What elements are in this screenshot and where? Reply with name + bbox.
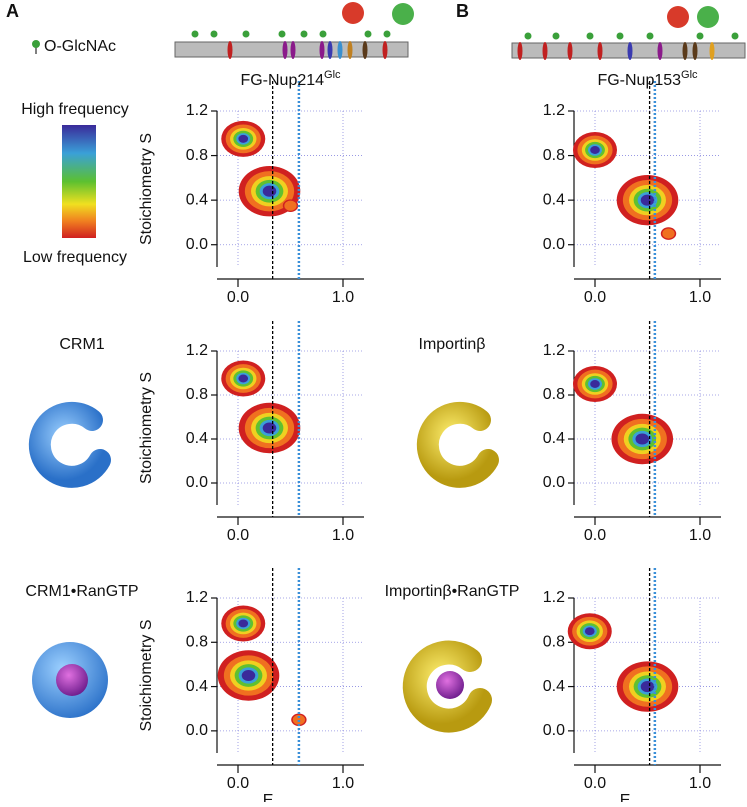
density-cluster xyxy=(616,174,679,226)
chart-title: FG-Nup214Glc xyxy=(240,69,341,89)
density-cluster xyxy=(221,360,266,397)
density-level xyxy=(238,374,249,383)
high-label: High frequency xyxy=(21,101,129,118)
density-level xyxy=(262,422,277,434)
y-tick-label: 1.2 xyxy=(543,102,565,119)
colorbar xyxy=(62,125,96,238)
y-tick-label: 0.4 xyxy=(543,430,565,447)
density-level xyxy=(635,433,650,445)
x-tick-label: 1.0 xyxy=(332,289,354,306)
condition-label: CRM1•RanGTP xyxy=(25,583,138,600)
panel-label: B xyxy=(456,1,469,21)
y-tick-label: 0.0 xyxy=(543,722,565,739)
y-tick-label: 0.8 xyxy=(186,386,208,403)
density-level xyxy=(640,681,655,693)
y-tick-label: 1.2 xyxy=(186,342,208,359)
sequence-153 xyxy=(511,6,746,60)
density-cluster xyxy=(291,713,307,727)
impb-cartoon xyxy=(416,401,499,488)
xlabel-main: E xyxy=(620,792,631,802)
density-level xyxy=(640,194,655,206)
density-level xyxy=(241,669,256,682)
density-level xyxy=(590,146,600,154)
y-tick-label: 0.0 xyxy=(186,236,208,253)
density-cluster xyxy=(611,413,674,465)
y-tick-label: 0.0 xyxy=(186,474,208,491)
density-cluster xyxy=(573,132,617,168)
density-level xyxy=(590,380,600,388)
x-axis-label: EFRET xyxy=(263,792,303,802)
x-tick-label: 1.0 xyxy=(689,775,711,792)
y-tick-label: 0.4 xyxy=(186,430,208,447)
low-label: Low frequency xyxy=(23,249,127,266)
y-axis-label: Stoichiometry S xyxy=(138,372,155,484)
y-tick-label: 0.8 xyxy=(186,634,208,651)
crm1-ran-cartoon xyxy=(32,642,108,718)
y-tick-label: 0.4 xyxy=(186,191,208,208)
x-tick-label: 1.0 xyxy=(689,289,711,306)
density-cluster xyxy=(616,661,679,712)
density-cluster xyxy=(573,366,617,402)
x-tick-label: 1.0 xyxy=(332,775,354,792)
impb-ran-cartoon xyxy=(402,640,492,733)
chart-title: FG-Nup153Glc xyxy=(597,69,698,89)
x-tick-label: 0.0 xyxy=(227,527,249,544)
density-level xyxy=(662,228,675,239)
density-cluster xyxy=(217,650,280,701)
y-tick-label: 1.2 xyxy=(186,589,208,606)
y-tick-label: 0.8 xyxy=(543,386,565,403)
glyco-legend: O-GlcNAc xyxy=(32,38,116,55)
density-level xyxy=(292,714,306,725)
x-tick-label: 0.0 xyxy=(227,775,249,792)
density-level xyxy=(584,627,595,636)
y-tick-label: 0.8 xyxy=(543,147,565,164)
y-tick-label: 0.0 xyxy=(543,474,565,491)
condition-label: CRM1 xyxy=(59,336,104,353)
condition-label: Importinβ•RanGTP xyxy=(385,583,520,600)
x-tick-label: 0.0 xyxy=(227,289,249,306)
panel-label: A xyxy=(6,1,19,21)
condition-label: Importinβ xyxy=(419,336,486,353)
x-tick-label: 0.0 xyxy=(584,527,606,544)
density-level xyxy=(284,200,297,211)
title-main: FG-Nup214 xyxy=(240,72,324,89)
x-tick-label: 1.0 xyxy=(332,527,354,544)
y-tick-label: 0.4 xyxy=(186,678,208,695)
glyco-label: O-GlcNAc xyxy=(44,38,116,55)
density-cluster xyxy=(660,227,677,240)
x-tick-label: 0.0 xyxy=(584,775,606,792)
density-cluster xyxy=(282,199,299,213)
density-cluster xyxy=(238,402,301,454)
y-tick-label: 1.2 xyxy=(543,589,565,606)
x-axis-label: EFRET xyxy=(620,792,660,802)
y-tick-label: 1.2 xyxy=(186,102,208,119)
y-tick-label: 0.0 xyxy=(186,722,208,739)
crm1-cartoon xyxy=(28,401,111,488)
y-tick-label: 0.4 xyxy=(543,678,565,695)
y-tick-label: 0.0 xyxy=(543,236,565,253)
title-sup: Glc xyxy=(681,69,698,81)
density-cluster xyxy=(567,613,612,650)
title-main: FG-Nup153 xyxy=(597,72,681,89)
title-sup: Glc xyxy=(324,69,341,81)
sequence-214 xyxy=(174,2,414,59)
density-cluster xyxy=(221,605,266,642)
x-tick-label: 0.0 xyxy=(584,289,606,306)
y-tick-label: 0.8 xyxy=(543,634,565,651)
y-tick-label: 0.8 xyxy=(186,147,208,164)
y-axis-label: Stoichiometry S xyxy=(138,133,155,245)
y-axis-label: Stoichiometry S xyxy=(138,619,155,731)
density-level xyxy=(262,185,277,197)
x-tick-label: 1.0 xyxy=(689,527,711,544)
xlabel-main: E xyxy=(263,792,274,802)
density-level xyxy=(238,619,249,628)
y-tick-label: 0.4 xyxy=(543,191,565,208)
density-level xyxy=(238,134,249,143)
density-cluster xyxy=(221,120,266,157)
y-tick-label: 1.2 xyxy=(543,342,565,359)
